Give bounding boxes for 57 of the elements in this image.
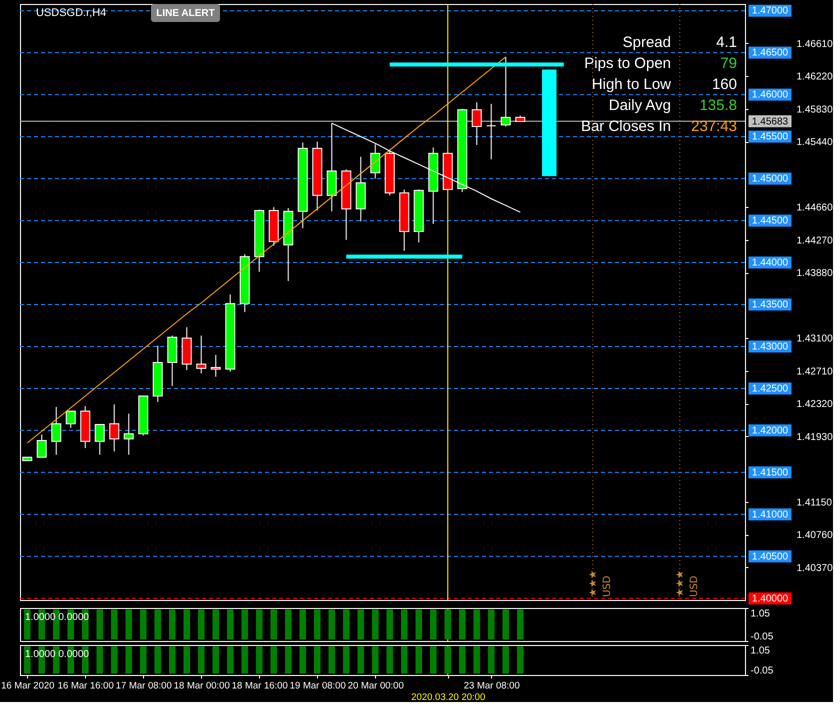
annotation: ★★★ USD bbox=[588, 570, 613, 597]
annotation: 1.0000 0.0000 bbox=[25, 649, 90, 660]
ref-line-label: 1.41500 bbox=[752, 467, 789, 478]
x-tick-label: 16 Mar 2020 bbox=[1, 680, 54, 692]
annotation: ★★★ USD bbox=[674, 570, 700, 597]
annotation: Spread bbox=[622, 34, 671, 52]
y-tick-label: -0.05 bbox=[750, 632, 774, 642]
annotation: Bar Closes In bbox=[580, 118, 671, 136]
y-tick-label: -0.05 bbox=[750, 666, 774, 676]
y-tick-label: 1.44270 bbox=[796, 235, 834, 246]
y-tick-label: 1.45440 bbox=[796, 137, 834, 148]
y-tick-label: 1.05 bbox=[750, 646, 770, 656]
chart-title: USDSGD.r,H4 bbox=[36, 7, 106, 19]
x-tick-label: 18 Mar 00:00 bbox=[174, 680, 230, 692]
ref-line-label: 1.45000 bbox=[752, 174, 789, 185]
x-tick-label: 23 Mar 08:00 bbox=[464, 680, 520, 692]
ref-line-label: 1.41000 bbox=[752, 509, 789, 520]
y-tick-label: 1.44660 bbox=[796, 202, 834, 214]
y-tick-label: 1.43880 bbox=[796, 268, 834, 280]
annotation: LINE ALERT bbox=[156, 8, 215, 19]
y-tick-label: 1.45830 bbox=[796, 104, 834, 116]
ref-line-label: 1.45500 bbox=[752, 132, 789, 143]
ref-line-label: 1.42500 bbox=[752, 383, 789, 394]
annotation: 79 bbox=[720, 55, 737, 72]
ref-line-label: 1.40000 bbox=[752, 593, 789, 604]
x-tick-label: 17 Mar 08:00 bbox=[116, 680, 172, 692]
ref-line-label: 1.40500 bbox=[752, 551, 789, 562]
y-tick-label: 1.43100 bbox=[796, 334, 834, 345]
y-tick-label: 1.40370 bbox=[796, 562, 834, 574]
x-tick-label: 20 Mar 00:00 bbox=[348, 680, 404, 692]
x-tick-label: 2020.03.20 20:00 bbox=[411, 692, 486, 703]
y-tick-label: 1.42710 bbox=[796, 366, 834, 378]
ref-line-label: 1.44000 bbox=[752, 258, 789, 269]
annotation: Daily Avg bbox=[608, 97, 671, 114]
ref-line-label: 1.42000 bbox=[752, 425, 789, 436]
annotation: Pips to Open bbox=[584, 55, 671, 72]
ref-line-label: 1.46500 bbox=[752, 48, 789, 59]
ref-line-label: 1.43000 bbox=[752, 341, 789, 352]
y-tick-label: 1.40760 bbox=[796, 530, 834, 542]
ref-line-label: 1.46000 bbox=[752, 90, 789, 101]
y-tick-label: 1.46220 bbox=[796, 72, 834, 83]
y-tick-label: 1.42320 bbox=[796, 399, 834, 410]
ref-line-label: 1.44500 bbox=[752, 216, 789, 227]
x-tick-label: 19 Mar 08:00 bbox=[290, 680, 346, 692]
annotation: 160 bbox=[712, 76, 737, 94]
annotation: 4.1 bbox=[716, 34, 737, 52]
ref-line-label: 1.43500 bbox=[752, 300, 789, 311]
ref-line-label: 1.45683 bbox=[752, 116, 789, 128]
annotation: 135.8 bbox=[699, 97, 737, 114]
y-tick-label: 1.41930 bbox=[796, 432, 834, 443]
x-tick-label: 16 Mar 16:00 bbox=[58, 680, 114, 692]
x-tick-label: 18 Mar 16:00 bbox=[232, 680, 288, 692]
annotation: High to Low bbox=[592, 76, 672, 94]
y-tick-label: 1.46610 bbox=[796, 38, 834, 50]
y-tick-label: 1.41150 bbox=[796, 497, 832, 508]
ref-line-label: 1.47000 bbox=[752, 6, 789, 17]
annotation: 237:43 bbox=[691, 118, 737, 136]
